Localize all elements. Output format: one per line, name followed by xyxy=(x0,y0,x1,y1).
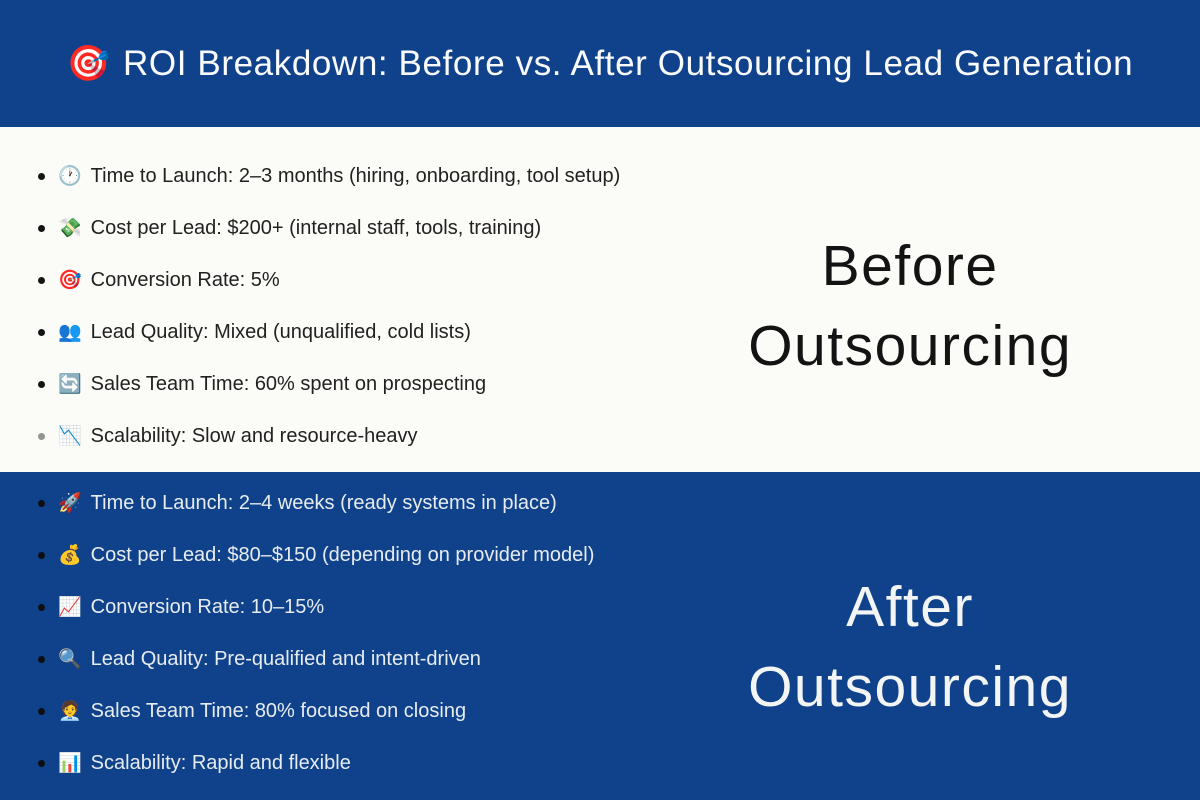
list-item-text: Scalability: Rapid and flexible xyxy=(90,751,351,774)
bullet-dot xyxy=(38,276,45,284)
list-item: 📈 Conversion Rate: 10–15% xyxy=(30,581,620,633)
list-item: 🔍 Lead Quality: Pre-qualified and intent… xyxy=(30,633,620,685)
bar-chart-icon: 📊 xyxy=(58,753,82,774)
page-title-text: ROI Breakdown: Before vs. After Outsourc… xyxy=(123,44,1134,83)
list-item: 🎯 Conversion Rate: 5% xyxy=(30,254,620,306)
page-title: 🎯 ROI Breakdown: Before vs. After Outsour… xyxy=(67,43,1133,84)
list-item-text: Cost per Lead: $80–$150 (depending on pr… xyxy=(90,543,595,566)
chart-down-icon: 📉 xyxy=(58,426,82,447)
list-item-text: Scalability: Slow and resource-heavy xyxy=(90,424,418,447)
bullet-dot xyxy=(38,551,45,559)
before-list: 🕐 Time to Launch: 2–3 months (hiring, on… xyxy=(0,127,620,472)
after-label-line1: After xyxy=(846,575,974,639)
office-worker-icon: 🧑‍💼 xyxy=(58,701,82,722)
list-item: 👥 Lead Quality: Mixed (unqualified, cold… xyxy=(30,306,620,358)
people-icon: 👥 xyxy=(58,322,82,343)
bullet-dot xyxy=(38,380,45,388)
repeat-arrows-icon: 🔄 xyxy=(58,374,82,395)
bullet-dot xyxy=(38,328,45,336)
list-item: 🧑‍💼 Sales Team Time: 80% focused on clos… xyxy=(30,685,620,737)
before-label-line2: Outsourcing xyxy=(748,313,1073,378)
bullet-dot xyxy=(38,655,45,663)
after-label-line2: Outsourcing xyxy=(748,655,1072,719)
bullet-dot xyxy=(38,224,45,232)
list-item-text: Sales Team Time: 60% spent on prospectin… xyxy=(90,372,487,395)
list-item-text: Lead Quality: Mixed (unqualified, cold l… xyxy=(90,320,471,343)
chart-up-icon: 📈 xyxy=(58,597,82,618)
list-item: 💰 Cost per Lead: $80–$150 (depending on … xyxy=(30,529,620,581)
bullet-dot xyxy=(38,432,45,440)
before-label: Before Outsourcing xyxy=(620,127,1200,472)
list-item-text: Lead Quality: Pre-qualified and intent-d… xyxy=(90,647,481,670)
rocket-icon: 🚀 xyxy=(58,493,82,514)
target-icon: 🎯 xyxy=(58,270,82,291)
clock-icon: 🕐 xyxy=(58,166,82,187)
before-label-line1: Before xyxy=(821,233,999,298)
magnifier-icon: 🔍 xyxy=(58,649,82,670)
list-item-text: Conversion Rate: 5% xyxy=(90,268,280,291)
list-item: 💸 Cost per Lead: $200+ (internal staff, … xyxy=(30,202,620,254)
list-item-text: Time to Launch: 2–4 weeks (ready systems… xyxy=(90,491,557,514)
list-item: 📉 Scalability: Slow and resource-heavy xyxy=(30,410,620,462)
list-item-text: Conversion Rate: 10–15% xyxy=(90,595,325,618)
before-section: 🕐 Time to Launch: 2–3 months (hiring, on… xyxy=(0,127,1200,472)
list-item: 🔄 Sales Team Time: 60% spent on prospect… xyxy=(30,358,620,410)
after-label: After Outsourcing xyxy=(620,472,1200,800)
bullet-dot xyxy=(38,172,45,180)
after-section: 🚀 Time to Launch: 2–4 weeks (ready syste… xyxy=(0,472,1200,800)
list-item-text: Time to Launch: 2–3 months (hiring, onbo… xyxy=(90,164,621,187)
list-item-text: Cost per Lead: $200+ (internal staff, to… xyxy=(90,216,542,239)
target-icon: 🎯 xyxy=(66,44,112,83)
money-wings-icon: 💸 xyxy=(58,218,82,239)
list-item-text: Sales Team Time: 80% focused on closing xyxy=(90,699,467,722)
bullet-dot xyxy=(38,707,45,715)
bullet-dot xyxy=(38,759,45,767)
money-bag-icon: 💰 xyxy=(58,545,82,566)
bullet-dot xyxy=(38,603,45,611)
list-item: 🚀 Time to Launch: 2–4 weeks (ready syste… xyxy=(30,477,620,529)
list-item: 🕐 Time to Launch: 2–3 months (hiring, on… xyxy=(30,150,620,202)
list-item: 📊 Scalability: Rapid and flexible xyxy=(30,737,620,789)
header: 🎯 ROI Breakdown: Before vs. After Outsour… xyxy=(0,0,1200,127)
bullet-dot xyxy=(38,499,45,507)
after-list: 🚀 Time to Launch: 2–4 weeks (ready syste… xyxy=(0,472,620,800)
